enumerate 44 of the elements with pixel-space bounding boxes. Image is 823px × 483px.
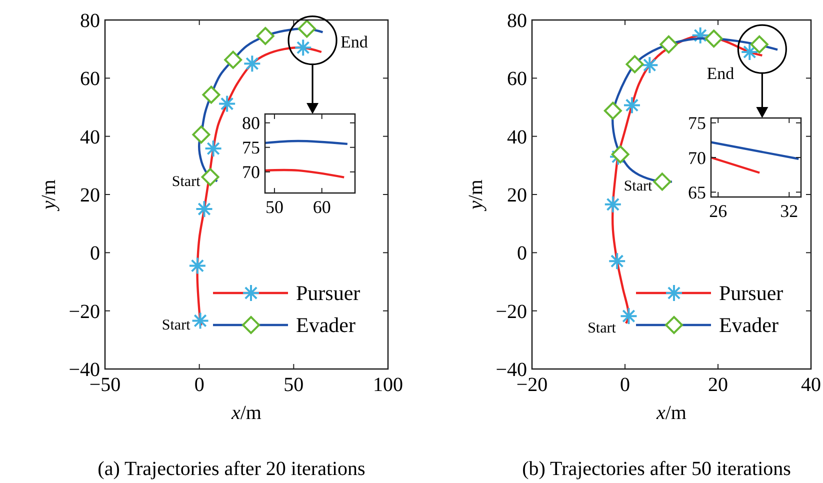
x-axis-title: x/m bbox=[230, 402, 262, 424]
annotation: Start bbox=[162, 318, 192, 334]
y-tick-label: 65 bbox=[688, 182, 706, 202]
x-tick-label: 32 bbox=[780, 201, 798, 221]
annotation: Start bbox=[624, 178, 654, 195]
y-tick-label: 80 bbox=[242, 113, 260, 134]
y-tick-label: 0 bbox=[90, 242, 100, 265]
text: (b) Trajectories after 50 iterations bbox=[522, 458, 792, 480]
text: (a) Trajectories after 20 iterations bbox=[98, 458, 366, 480]
annotation: Start bbox=[172, 174, 202, 190]
y-axis-title: y/m bbox=[38, 179, 60, 212]
y-tick-label: 0 bbox=[517, 242, 527, 265]
y-tick-label: 40 bbox=[507, 126, 527, 148]
x-tick-label: 100 bbox=[373, 374, 403, 396]
annotation: Start bbox=[588, 320, 617, 336]
y-tick-label: 80 bbox=[80, 10, 100, 32]
x-tick-label: 20 bbox=[708, 374, 728, 396]
x-tick-label: 60 bbox=[312, 197, 331, 217]
legend-label: Evader bbox=[296, 313, 356, 337]
x-tick-label: 0 bbox=[620, 374, 630, 396]
annotation: End bbox=[706, 64, 735, 84]
legend-label: Evader bbox=[719, 313, 778, 337]
y-tick-label: 40 bbox=[80, 126, 100, 148]
x-tick-label: 50 bbox=[265, 197, 284, 217]
legend-label: Pursuer bbox=[719, 281, 784, 305]
y-tick-label: −20 bbox=[496, 300, 527, 323]
x-tick-label: 40 bbox=[801, 374, 821, 396]
y-tick-label: 70 bbox=[688, 148, 706, 168]
y-tick-label: 60 bbox=[80, 68, 100, 90]
y-axis-title: y/m bbox=[465, 179, 487, 212]
y-tick-label: 80 bbox=[507, 10, 527, 32]
x-axis-title: x/m bbox=[655, 402, 687, 424]
x-tick-label: 26 bbox=[709, 201, 728, 221]
x-tick-label: 0 bbox=[194, 374, 204, 396]
x-tick-label: 50 bbox=[284, 374, 304, 396]
y-tick-label: 75 bbox=[688, 113, 706, 134]
y-tick-label: −40 bbox=[68, 359, 100, 381]
y-tick-label: 60 bbox=[507, 68, 527, 90]
legend-label: Pursuer bbox=[296, 281, 360, 305]
y-tick-label: −40 bbox=[496, 359, 527, 381]
annotation: End bbox=[340, 32, 368, 52]
y-tick-label: −20 bbox=[68, 300, 100, 323]
y-tick-label: 70 bbox=[242, 162, 260, 182]
y-tick-label: 75 bbox=[242, 138, 260, 158]
